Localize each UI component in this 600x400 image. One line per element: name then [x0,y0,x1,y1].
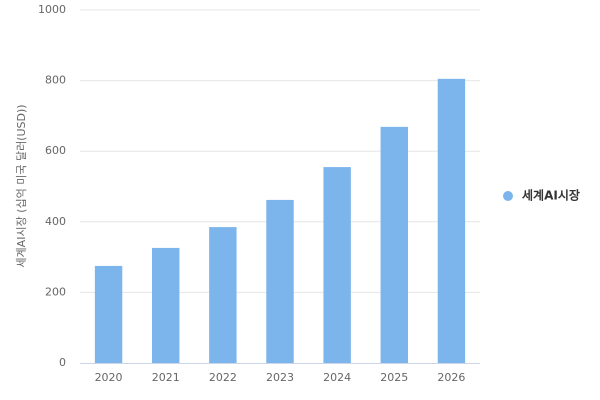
x-tick-label: 2023 [266,371,294,384]
y-tick-label: 200 [45,285,66,298]
x-tick-label: 2025 [380,371,408,384]
bar [437,78,466,364]
y-tick-label: 600 [45,144,66,157]
y-tick-label: 800 [45,74,66,87]
x-tick-label: 2024 [323,371,351,384]
legend-marker [503,191,513,201]
legend-text: 세계AI시장 [522,188,580,203]
x-tick-label: 2020 [95,371,123,384]
y-tick-label: 1000 [38,3,66,16]
bar [94,265,123,363]
y-axis-label: 세계AI시장 (십억 미국 달러(USD)) [15,104,28,267]
bar [380,126,408,363]
bar [152,247,180,363]
x-tick-label: 2021 [152,371,180,384]
y-tick-label: 0 [59,356,66,369]
bar [266,199,294,363]
bar [323,167,351,363]
y-tick-label: 400 [45,215,66,228]
x-tick-label: 2022 [209,371,237,384]
x-tick-label: 2026 [437,371,465,384]
bar [209,227,237,363]
